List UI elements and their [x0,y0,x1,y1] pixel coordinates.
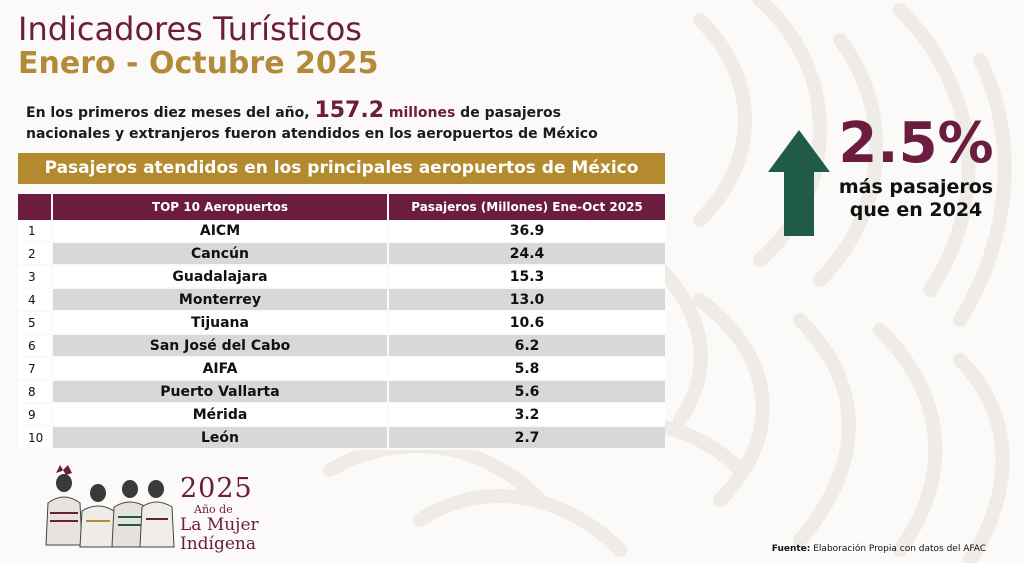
logo-line2: Indígena [180,534,257,554]
source-label: Fuente: [771,544,811,554]
row-airport: Mérida [52,403,389,427]
row-passengers: 36.9 [388,220,665,243]
row-passengers: 10.6 [388,311,665,335]
table-row: 10 León 2.7 [18,426,665,450]
row-passengers: 13.0 [388,288,665,312]
row-passengers: 5.8 [388,357,665,381]
intro-highlight-number: 157.2 [314,98,385,123]
page-title: Indicadores Turísticos [18,10,362,48]
row-rank: 6 [18,334,53,358]
header-airports: TOP 10 Aeropuertos [52,194,389,220]
table-row: 4 Monterrey 13.0 [18,288,665,312]
row-passengers: 6.2 [388,334,665,358]
header-rank [18,194,53,220]
row-rank: 10 [18,426,53,450]
row-rank: 9 [18,403,53,427]
row-rank: 1 [18,220,53,243]
row-passengers: 15.3 [388,265,665,289]
row-rank: 8 [18,380,53,404]
source-note: Fuente: Elaboración Propia con datos del… [772,544,986,554]
table-row: 7 AIFA 5.8 [18,357,665,381]
table-banner: Pasajeros atendidos en los principales a… [18,153,665,184]
logo-subtitle: Año de [194,503,233,516]
row-passengers: 24.4 [388,242,665,266]
table-row: 5 Tijuana 10.6 [18,311,665,335]
row-airport: AICM [52,220,389,243]
arrow-up-icon [768,130,830,236]
logo-year: 2025 [180,473,253,504]
growth-label-line2: que en 2024 [849,199,983,221]
table-row: 3 Guadalajara 15.3 [18,265,665,289]
row-airport: Tijuana [52,311,389,335]
growth-label-line1: más pasajeros [838,176,994,198]
row-airport: San José del Cabo [52,334,389,358]
row-airport: León [52,426,389,450]
row-rank: 3 [18,265,53,289]
airports-table: TOP 10 Aeropuertos Pasajeros (Millones) … [18,194,665,450]
table-row: 2 Cancún 24.4 [18,242,665,266]
row-rank: 2 [18,242,53,266]
row-passengers: 2.7 [388,426,665,450]
row-airport: Puerto Vallarta [52,380,389,404]
table-row: 8 Puerto Vallarta 5.6 [18,380,665,404]
row-rank: 7 [18,357,53,381]
table-row: 1 AICM 36.9 [18,220,665,243]
page-subtitle: Enero - Octubre 2025 [18,46,379,81]
intro-paragraph: En los primeros diez meses del año, 157.… [26,100,646,145]
row-rank: 5 [18,311,53,335]
growth-stat: 2.5% más pasajeros que en 2024 [836,112,996,222]
source-text: Elaboración Propia con datos del AFAC [810,544,986,554]
row-airport: AIFA [52,357,389,381]
intro-text-before: En los primeros diez meses del año, [26,105,315,121]
table-header-row: TOP 10 Aeropuertos Pasajeros (Millones) … [18,194,665,220]
table-row: 9 Mérida 3.2 [18,403,665,427]
header-passengers: Pasajeros (Millones) Ene-Oct 2025 [388,194,665,220]
row-airport: Monterrey [52,288,389,312]
indigenous-women-illustration [45,465,175,548]
row-airport: Guadalajara [52,265,389,289]
year-logo: 2025 Año de La Mujer Indígena [180,474,270,554]
table-row: 6 San José del Cabo 6.2 [18,334,665,358]
intro-highlight-unit: millones [384,105,456,121]
row-passengers: 5.6 [388,380,665,404]
row-airport: Cancún [52,242,389,266]
growth-percentage: 2.5% [838,111,994,176]
row-passengers: 3.2 [388,403,665,427]
row-rank: 4 [18,288,53,312]
intro-text-after: de pasajeros nacionales y extranjeros fu… [26,105,598,142]
logo-line1: La Mujer [180,515,259,535]
